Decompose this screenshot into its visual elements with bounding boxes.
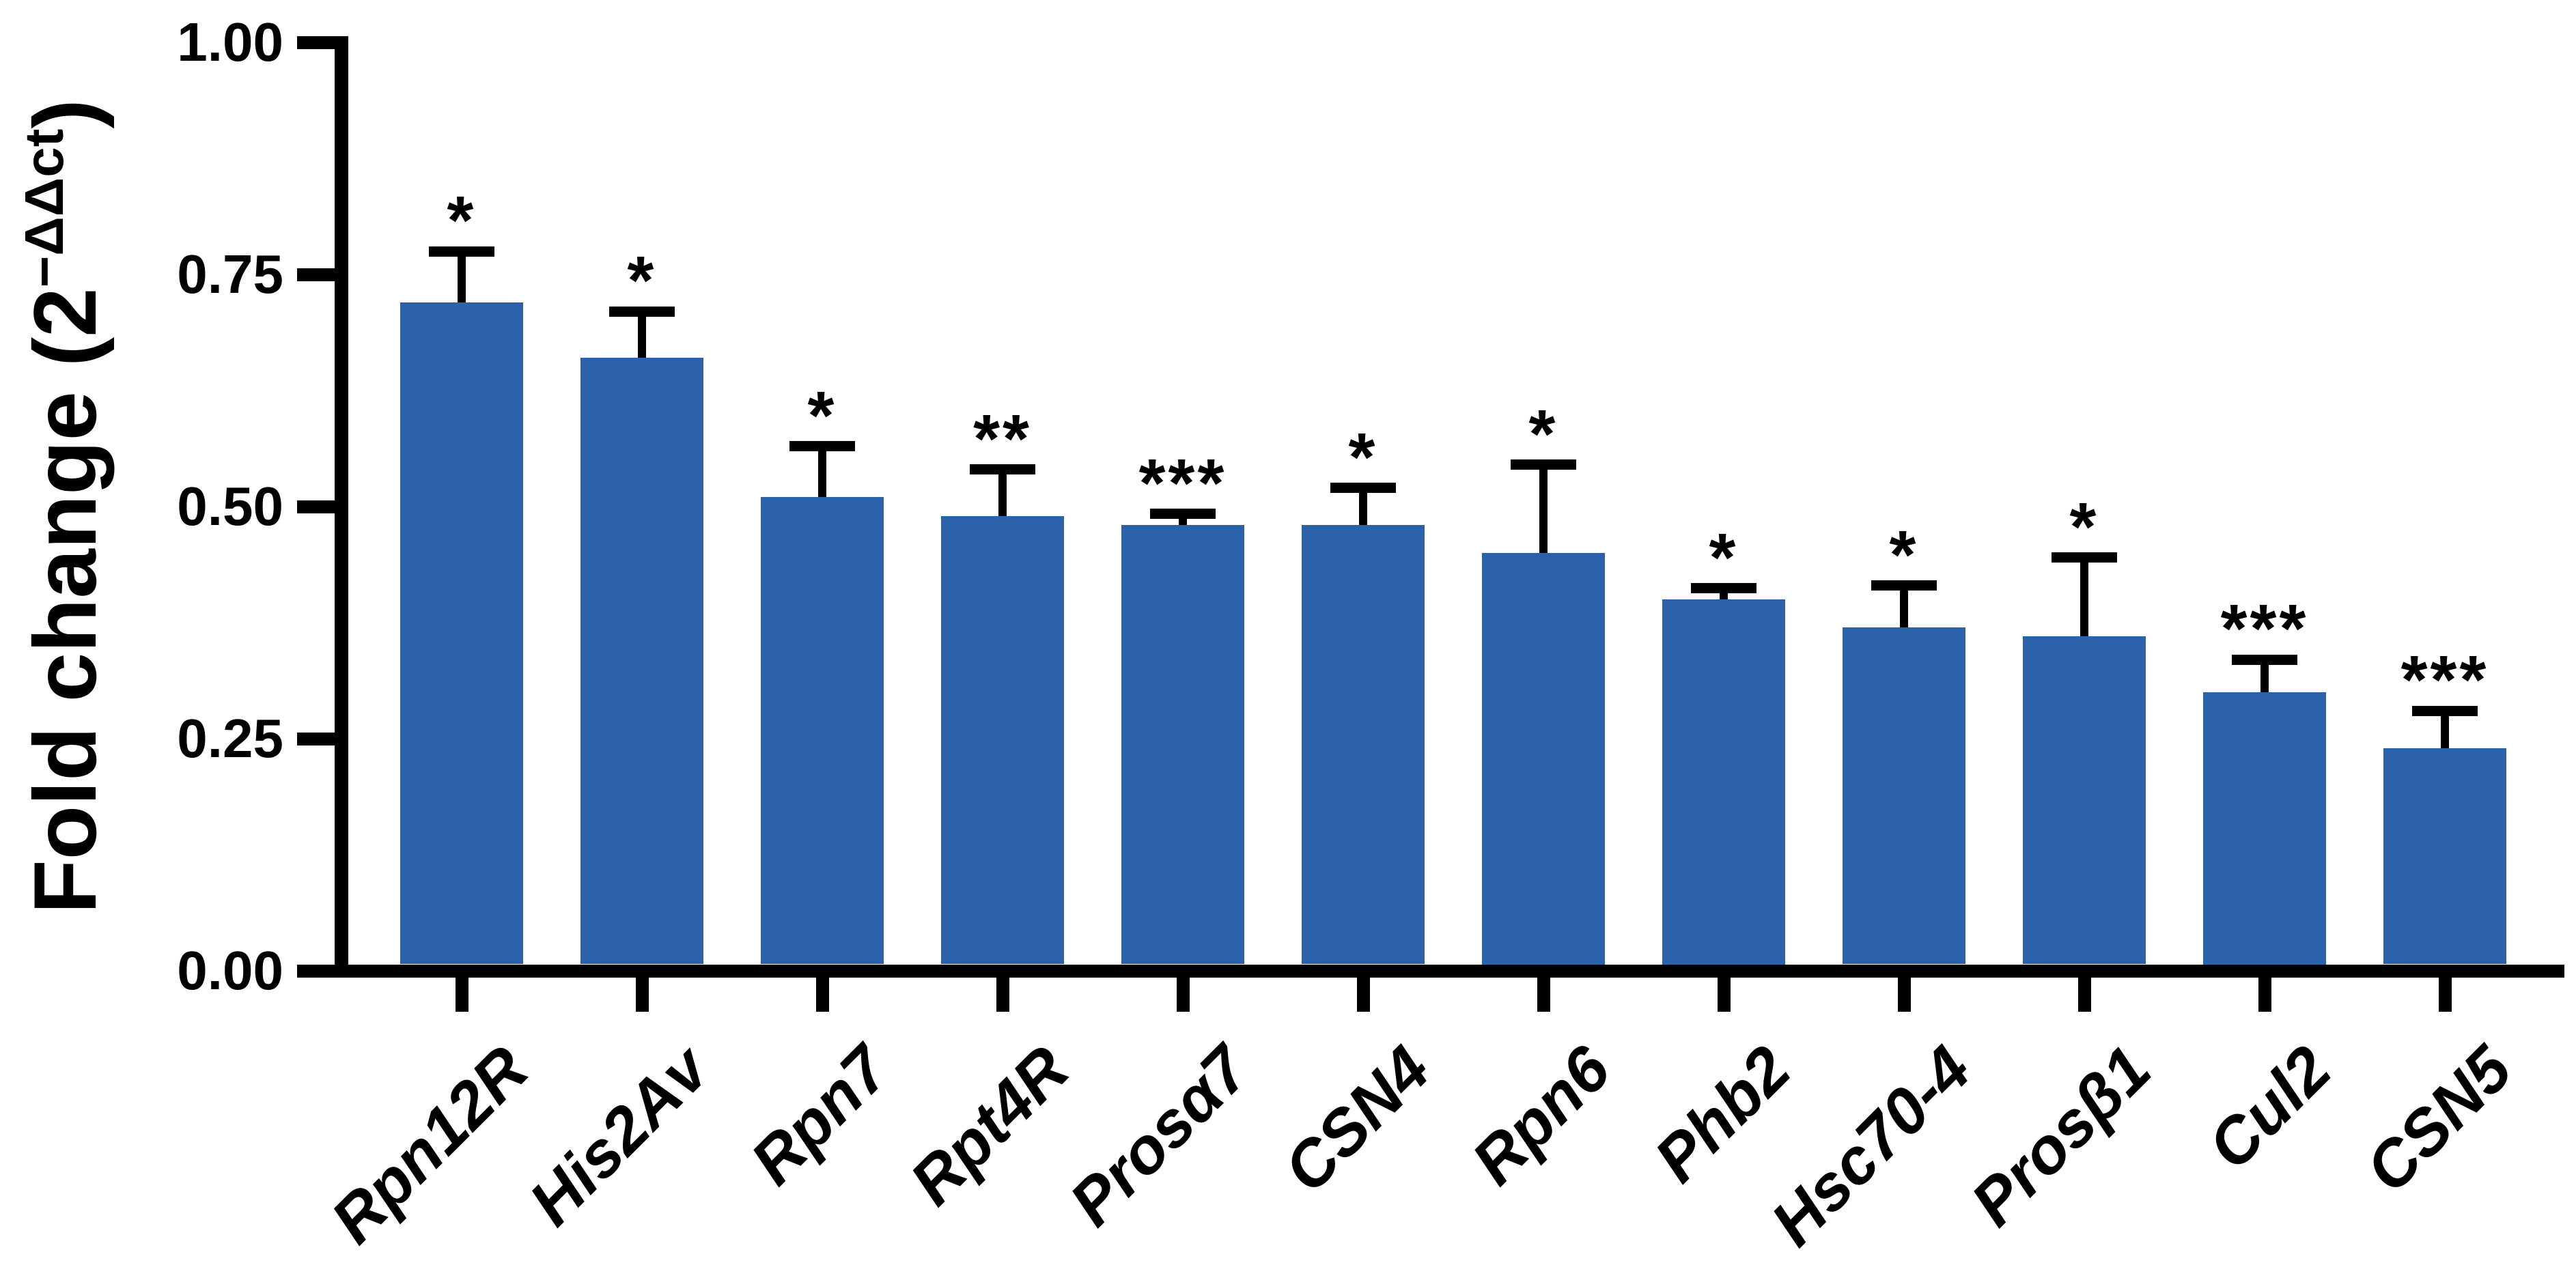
x-tick-label: CSN4	[1270, 1032, 1444, 1206]
x-tick	[1717, 977, 1731, 1012]
error-bar-stem	[818, 446, 826, 498]
significance-stars: *	[2069, 488, 2099, 565]
significance-stars: *	[627, 242, 657, 320]
bar	[1662, 599, 1785, 965]
significance-stars: *	[447, 182, 477, 259]
bar	[1121, 525, 1244, 965]
y-tick-label: 1.00	[177, 12, 283, 72]
significance-stars: ***	[2220, 591, 2309, 668]
error-bar-cap	[1330, 483, 1396, 494]
y-tick	[297, 732, 335, 746]
y-axis-title-close: )	[15, 99, 115, 129]
error-bar-cap	[1691, 583, 1756, 594]
x-tick-label: Cul2	[2194, 1032, 2345, 1184]
bar	[2203, 692, 2326, 965]
x-tick	[1897, 977, 1911, 1012]
x-tick	[455, 977, 468, 1012]
x-tick	[2258, 977, 2271, 1012]
error-bar-cap	[1511, 459, 1576, 470]
error-bar-stem	[2080, 557, 2088, 637]
x-tick-label: Rpn6	[1457, 1032, 1624, 1199]
significance-stars: *	[1528, 395, 1558, 472]
y-axis-line	[335, 36, 348, 978]
x-tick	[2438, 977, 2452, 1012]
x-tick	[996, 977, 1009, 1012]
significance-stars: **	[973, 400, 1032, 477]
error-bar-stem	[458, 251, 466, 302]
y-tick-label: 0.50	[177, 476, 283, 537]
x-tick-label: Prosβ1	[1957, 1032, 2165, 1240]
y-axis-title-main: Fold change (2	[15, 287, 115, 914]
error-bar-cap	[1150, 509, 1216, 520]
error-bar-stem	[2441, 711, 2449, 748]
significance-stars: *	[807, 377, 837, 454]
x-tick-label: Rpn7	[736, 1032, 903, 1199]
x-tick	[2077, 977, 2091, 1012]
error-bar-cap	[1871, 580, 1937, 591]
y-tick-label: 0.75	[177, 244, 283, 304]
bar	[941, 515, 1064, 965]
x-axis-line	[335, 964, 2564, 978]
x-tick-label: Prosα7	[1056, 1032, 1263, 1240]
significance-stars: *	[1709, 519, 1739, 596]
y-tick	[297, 36, 335, 49]
bar	[2383, 748, 2506, 965]
bar	[1302, 525, 1425, 965]
error-bar-cap	[2232, 654, 2297, 665]
error-bar-stem	[1539, 464, 1548, 553]
significance-stars: *	[1348, 418, 1378, 496]
x-tick	[1356, 977, 1370, 1012]
x-tick-label: Rpt4R	[896, 1032, 1083, 1219]
error-bar-cap	[609, 306, 675, 317]
x-tick-label: CSN5	[2351, 1032, 2525, 1206]
x-tick	[815, 977, 829, 1012]
x-tick-label: Hsc70-4	[1757, 1032, 1985, 1260]
error-bar-cap	[429, 246, 494, 257]
bar	[1843, 627, 1965, 965]
error-bar-stem	[1359, 487, 1367, 526]
significance-stars: ***	[2400, 642, 2489, 719]
significance-stars: *	[1889, 516, 1919, 593]
bar	[2023, 636, 2146, 965]
y-tick	[297, 500, 335, 513]
y-tick	[297, 268, 335, 281]
x-tick	[1537, 977, 1550, 1012]
error-bar-stem	[638, 311, 646, 358]
x-tick	[635, 977, 649, 1012]
bar	[400, 302, 523, 965]
x-tick	[1176, 977, 1190, 1012]
bar	[761, 497, 884, 965]
error-bar-stem	[2260, 659, 2269, 692]
y-tick	[297, 964, 335, 978]
bar	[580, 358, 703, 965]
y-tick-label: 0.00	[177, 940, 283, 1001]
error-bar-stem	[998, 469, 1007, 516]
x-tick-label: Phb2	[1640, 1032, 1804, 1196]
x-tick-label: Rpn12R	[317, 1032, 542, 1258]
x-tick-label: His2Av	[515, 1032, 723, 1240]
bar	[1482, 553, 1605, 965]
error-bar-cap	[2412, 705, 2478, 716]
significance-stars: ***	[1138, 444, 1227, 522]
error-bar-cap	[970, 464, 1035, 475]
error-bar-stem	[1900, 585, 1908, 627]
error-bar-cap	[2052, 552, 2117, 563]
error-bar-cap	[789, 441, 855, 452]
y-tick-label: 0.25	[177, 708, 283, 769]
